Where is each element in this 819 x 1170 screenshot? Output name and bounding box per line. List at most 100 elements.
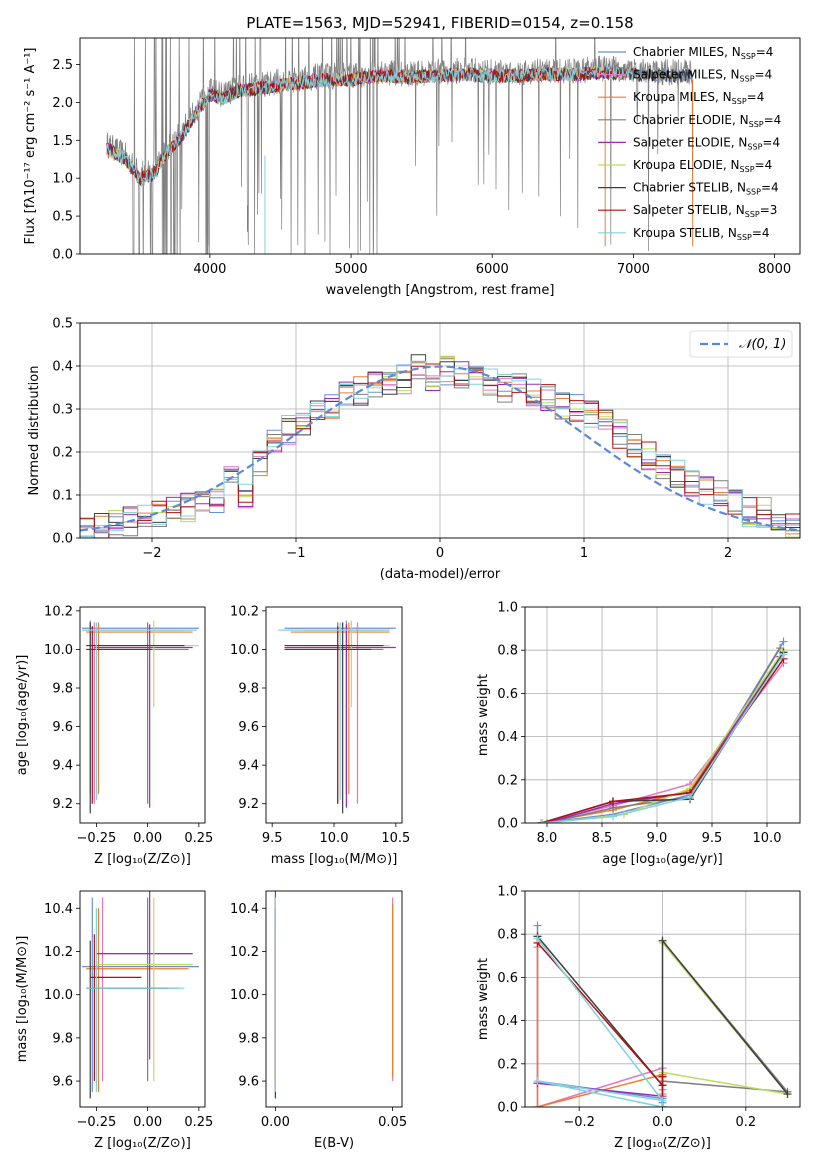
data-point (533, 921, 542, 930)
legend-label: Salpeter STELIB, NSSP=3 (633, 203, 777, 219)
error-bar-kroupa-stelib (86, 908, 185, 1092)
y-tick-label: 9.4 (238, 759, 259, 774)
plot-area (525, 607, 800, 823)
x-tick-label: −0.2 (563, 1115, 595, 1130)
series-line (541, 658, 785, 823)
error-bar-salpeter-miles (96, 897, 193, 1082)
legend-box (689, 330, 793, 358)
axes-frame (524, 606, 801, 824)
y-tick-label: 0.0 (497, 1101, 518, 1116)
data-point (537, 819, 546, 823)
y-tick-label: 9.6 (238, 720, 259, 735)
axes-frame (79, 37, 801, 255)
series-salpeter-miles (533, 943, 667, 1107)
x-tick-label: 0.00 (133, 831, 162, 846)
y-tick-label: 0.6 (497, 687, 518, 702)
legend-label: 𝒩(0, 1) (739, 337, 786, 352)
panel-mass-weight-vs-metallicity: −0.2 0.0 0.2 0.0 0.2 0.4 0.6 0.8 1.0 Z [log₁₀(Z/Z… (476, 885, 801, 1151)
y-tick-label: 1.5 (52, 134, 73, 149)
y-tick-label: 0.1 (52, 489, 73, 504)
y-tick-label: 0.4 (497, 1014, 518, 1029)
y-axis-label: Normed distribution (27, 366, 42, 496)
plot-area (82, 891, 199, 1099)
x-tick-label: 0.25 (184, 831, 213, 846)
y-tick-label: 9.2 (52, 797, 73, 812)
y-tick-label: 10.2 (44, 604, 73, 619)
x-tick-label: 0.0 (652, 1115, 673, 1130)
plot-area (525, 891, 800, 1107)
plot-area (80, 323, 800, 538)
y-tick-label: 2.5 (52, 58, 73, 73)
series-kroupa-stelib (537, 650, 788, 823)
panel-residual-distribution: −2 −1 0 1 2 0.0 0.1 0.2 0.3 0.4 0.5 (data-model)/er… (27, 317, 801, 582)
normal-curve (80, 365, 800, 532)
y-tick-label: 10.2 (230, 945, 259, 960)
y-tick-label: 10.0 (230, 988, 259, 1003)
error-bar-chabrier-miles (82, 897, 199, 1092)
y-tick-label: 0.4 (497, 730, 518, 745)
error-bar-kroupa-stelib (278, 622, 390, 800)
x-tick-label: 0 (436, 546, 444, 561)
data-point (779, 650, 788, 659)
y-axis-label: age [log₁₀(age/yr)] (15, 655, 30, 776)
error-bar-kroupa-elodie (96, 897, 193, 1082)
y-tick-label: 9.6 (52, 720, 73, 735)
data-point (533, 1103, 542, 1107)
panel-mass-vs-extinction: 0.00 0.05 9.6 9.8 10.0 10.2 10.4 E(B-V) (230, 890, 407, 1151)
error-bar-salpeter-elodie (94, 624, 193, 808)
data-point (779, 637, 788, 646)
x-axis-label: E(B-V) (314, 1136, 354, 1151)
x-tick-label: −0.25 (76, 831, 116, 846)
y-axis-label: Flux [fλ10⁻¹⁷ erg cm⁻² s⁻¹ A⁻¹] (23, 48, 38, 245)
histogram-salpeter-stelib (80, 363, 800, 538)
error-bar-chabrier-stelib (284, 622, 384, 814)
axes-frame (265, 890, 403, 1108)
x-tick-label: −2 (142, 546, 161, 561)
legend-label: Chabrier MILES, NSSP=4 (633, 45, 773, 61)
y-tick-label: 0.8 (497, 644, 518, 659)
plot-area (106, 38, 694, 254)
y-tick-label: 2.0 (52, 96, 73, 111)
y-tick-label: 0.3 (52, 403, 73, 418)
error-bar-chabrier-elodie (90, 897, 179, 1082)
series-kroupa-elodie (658, 938, 792, 1107)
series-chabrier-stelib (537, 648, 788, 823)
y-tick-label: 0.5 (52, 210, 73, 225)
error-bar-chabrier-miles (82, 620, 199, 795)
x-tick-label: 8.0 (537, 831, 558, 846)
axes-frame (265, 606, 403, 824)
y-tick-label: 0.5 (52, 317, 73, 332)
y-tick-label: 10.2 (44, 945, 73, 960)
panel-age-vs-metallicity: −0.25 0.00 0.25 9.2 9.4 9.6 9.8 10.0 10.2 Z [log₁… (15, 604, 213, 867)
y-tick-label: 0.2 (52, 446, 73, 461)
y-tick-label: 9.4 (52, 759, 73, 774)
y-axis-label: mass weight (476, 674, 491, 756)
y-tick-label: 1.0 (52, 172, 73, 187)
series-line (546, 656, 781, 823)
y-tick-label: 10.0 (44, 643, 73, 658)
model-spectrum-chabrier-miles (106, 65, 693, 186)
error-bar-kroupa-miles (86, 622, 193, 795)
error-bar-kroupa-miles (86, 908, 189, 1092)
legend: Chabrier MILES, NSSP=4 Salpeter MILES, NS… (598, 45, 781, 242)
y-tick-label: 9.8 (238, 1031, 259, 1046)
error-bar-chabrier-stelib (86, 622, 185, 814)
axes-frame (524, 890, 801, 1108)
y-tick-label: 10.4 (44, 902, 73, 917)
series-kroupa-stelib (533, 934, 667, 1107)
x-axis-label: Z [log₁₀(Z/Z⊙)] (94, 852, 191, 867)
x-axis-label: wavelength [Angstrom, rest frame] (326, 283, 555, 298)
y-tick-label: 9.2 (238, 797, 259, 812)
y-tick-label: 0.2 (497, 773, 518, 788)
legend-label: Salpeter ELODIE, NSSP=4 (633, 135, 780, 151)
data-point (609, 797, 617, 806)
error-bar-salpeter-stelib (90, 934, 142, 1082)
plot-area (82, 620, 199, 814)
legend-label: Chabrier STELIB, NSSP=4 (633, 181, 779, 197)
x-tick-label: 5000 (335, 262, 368, 277)
x-tick-label: 0.2 (735, 1115, 756, 1130)
data-point (543, 819, 551, 823)
legend-label: Kroupa MILES, NSSP=4 (633, 90, 764, 106)
x-axis-label: (data-model)/error (380, 567, 501, 582)
x-tick-label: 8.5 (592, 831, 613, 846)
